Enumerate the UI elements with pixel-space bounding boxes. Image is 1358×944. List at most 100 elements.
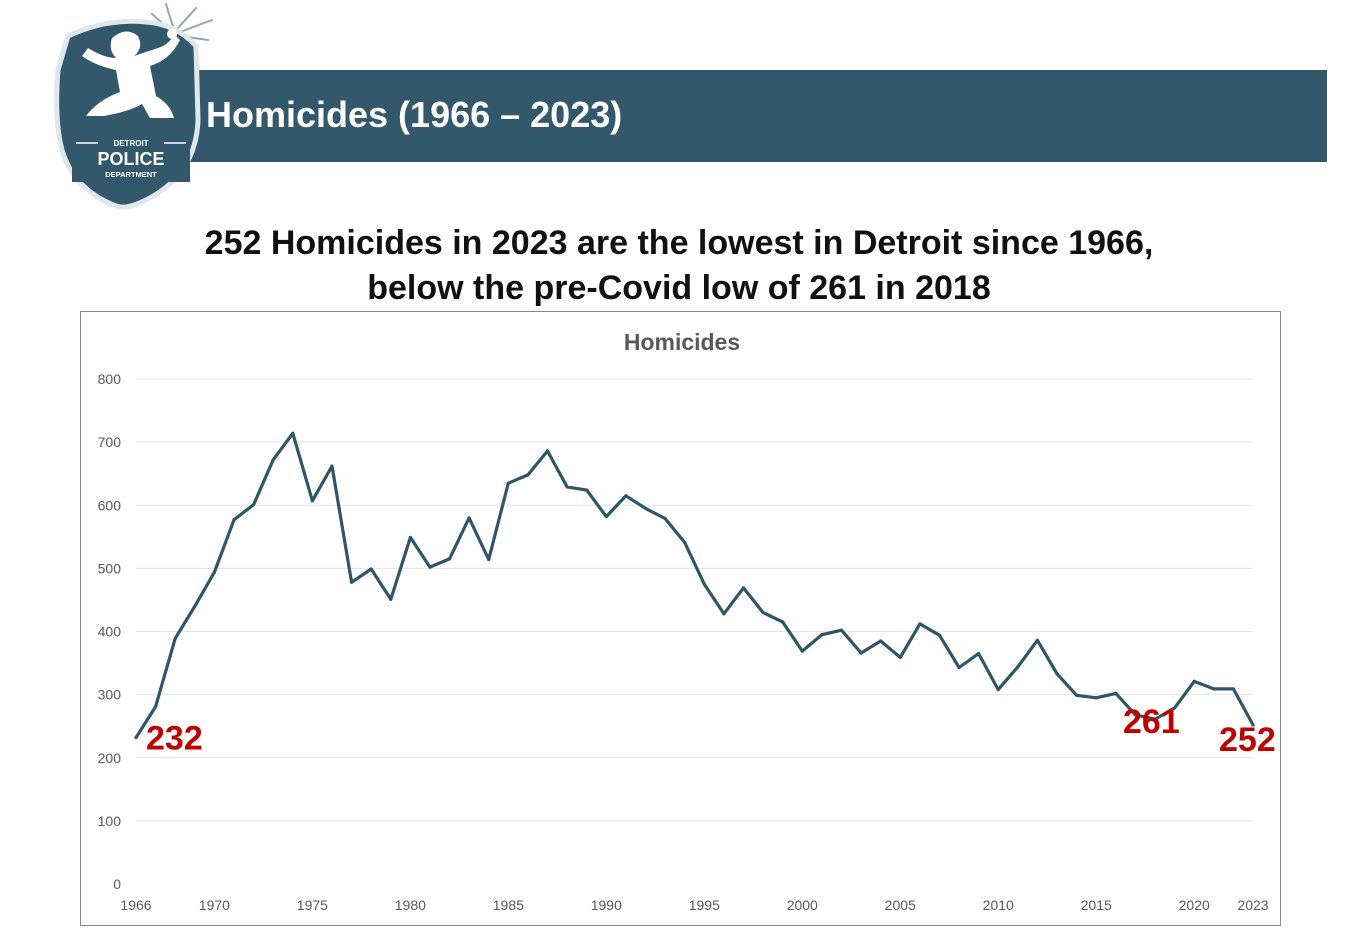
x-tick-label: 2000 [787,897,818,913]
y-tick-label: 200 [98,750,122,766]
x-axis-ticks: 1966 1970 1975 1980 1985 1990 1995 2000 2005 2010… [120,897,1268,913]
data-point [1035,638,1040,642]
data-point [212,570,216,574]
x-tick-label: 1985 [493,897,524,913]
data-point [683,540,687,545]
title-banner [150,70,1327,162]
logo-text-department: DEPARTMENT [105,170,157,179]
annotation-label-2018: 261 [1123,703,1180,741]
data-point [839,628,844,632]
data-point [937,633,942,637]
data-point [271,458,275,462]
data-point [428,565,432,569]
data-point [291,431,295,435]
x-tick-label: 1995 [689,897,720,913]
data-point [467,516,471,520]
data-point [1251,723,1255,727]
logo-text-police: POLICE [97,149,164,169]
x-tick-label: 1966 [120,897,151,913]
series-layer [134,431,1255,740]
data-point [330,464,334,468]
data-point [310,499,314,503]
chart-title: Homicides [624,329,740,355]
data-point [173,636,177,641]
data-point [232,518,236,522]
data-point [1212,687,1216,691]
x-tick-label: 2010 [983,897,1014,913]
data-point [918,622,922,626]
data-point [251,503,256,507]
annotation-label-2023: 252 [1219,721,1276,759]
data-point [663,516,667,521]
gridlines [136,378,1253,822]
data-point [1173,706,1177,710]
x-tick-label: 2020 [1179,897,1210,913]
y-tick-label: 400 [98,624,122,640]
data-point [800,649,804,653]
x-tick-label: 2023 [1237,897,1268,913]
x-tick-label: 1980 [395,897,426,913]
data-point [722,612,726,616]
data-point [761,610,765,615]
data-point [820,633,824,637]
y-axis-ticks: 0 100 200 300 400 500 600 700 800 [98,371,122,892]
dpd-logo: DETROIT POLICE DEPARTMENT [54,3,213,210]
data-point [585,488,589,492]
data-point [781,620,785,624]
x-tick-label: 2005 [885,897,916,913]
data-point [349,580,354,584]
page-title: Homicides (1966 – 2023) [206,94,623,135]
headline-line-2: below the pre-Covid low of 261 in 2018 [367,269,991,307]
annotation-label-1966: 232 [146,720,203,758]
homicides-line-chart: Homicides 0 100 200 300 400 500 600 700 800 1966… [98,329,1276,913]
y-tick-label: 500 [98,560,122,576]
x-tick-label: 1970 [199,897,230,913]
data-point [879,639,883,643]
data-point [624,494,628,498]
data-point [1016,665,1020,669]
data-point [957,665,961,670]
data-point [134,735,138,740]
data-point [702,582,706,586]
y-tick-label: 0 [113,876,121,892]
data-point [193,604,197,608]
data-point [369,567,373,571]
data-point [408,535,412,540]
data-point [859,651,863,655]
annotations: 232 261 252 [146,703,1276,759]
data-point [977,651,981,656]
data-point [741,586,746,590]
data-point [487,557,491,562]
spirit-of-detroit-badge-icon [54,3,213,210]
x-tick-label: 2015 [1081,897,1112,913]
x-tick-label: 1990 [591,897,622,913]
data-point [1231,687,1236,691]
data-point [1192,679,1196,683]
data-point [1114,691,1118,695]
chart-frame: Homicides 0 100 200 300 400 500 600 700 800 1966… [80,311,1281,926]
data-point [389,597,393,601]
y-tick-label: 700 [98,434,122,450]
data-point [898,655,902,659]
x-tick-label: 1975 [297,897,328,913]
y-tick-label: 300 [98,687,122,703]
data-point [447,557,452,561]
data-point [545,449,550,453]
y-tick-label: 800 [98,371,122,387]
data-point [153,705,158,709]
data-point [643,506,648,511]
series-line-homicides [134,431,1255,740]
data-point [526,473,530,477]
data-point [1075,693,1079,697]
y-tick-label: 100 [98,813,122,829]
data-point [996,687,1000,692]
data-point [506,481,510,485]
data-point [1055,672,1059,676]
data-point [1133,713,1138,717]
data-point [1094,696,1098,700]
logo-text-detroit: DETROIT [113,139,148,148]
data-point [565,485,569,489]
data-point [604,515,608,519]
headline-line-1: 252 Homicides in 2023 are the lowest in … [204,224,1154,262]
y-tick-label: 600 [98,497,122,513]
